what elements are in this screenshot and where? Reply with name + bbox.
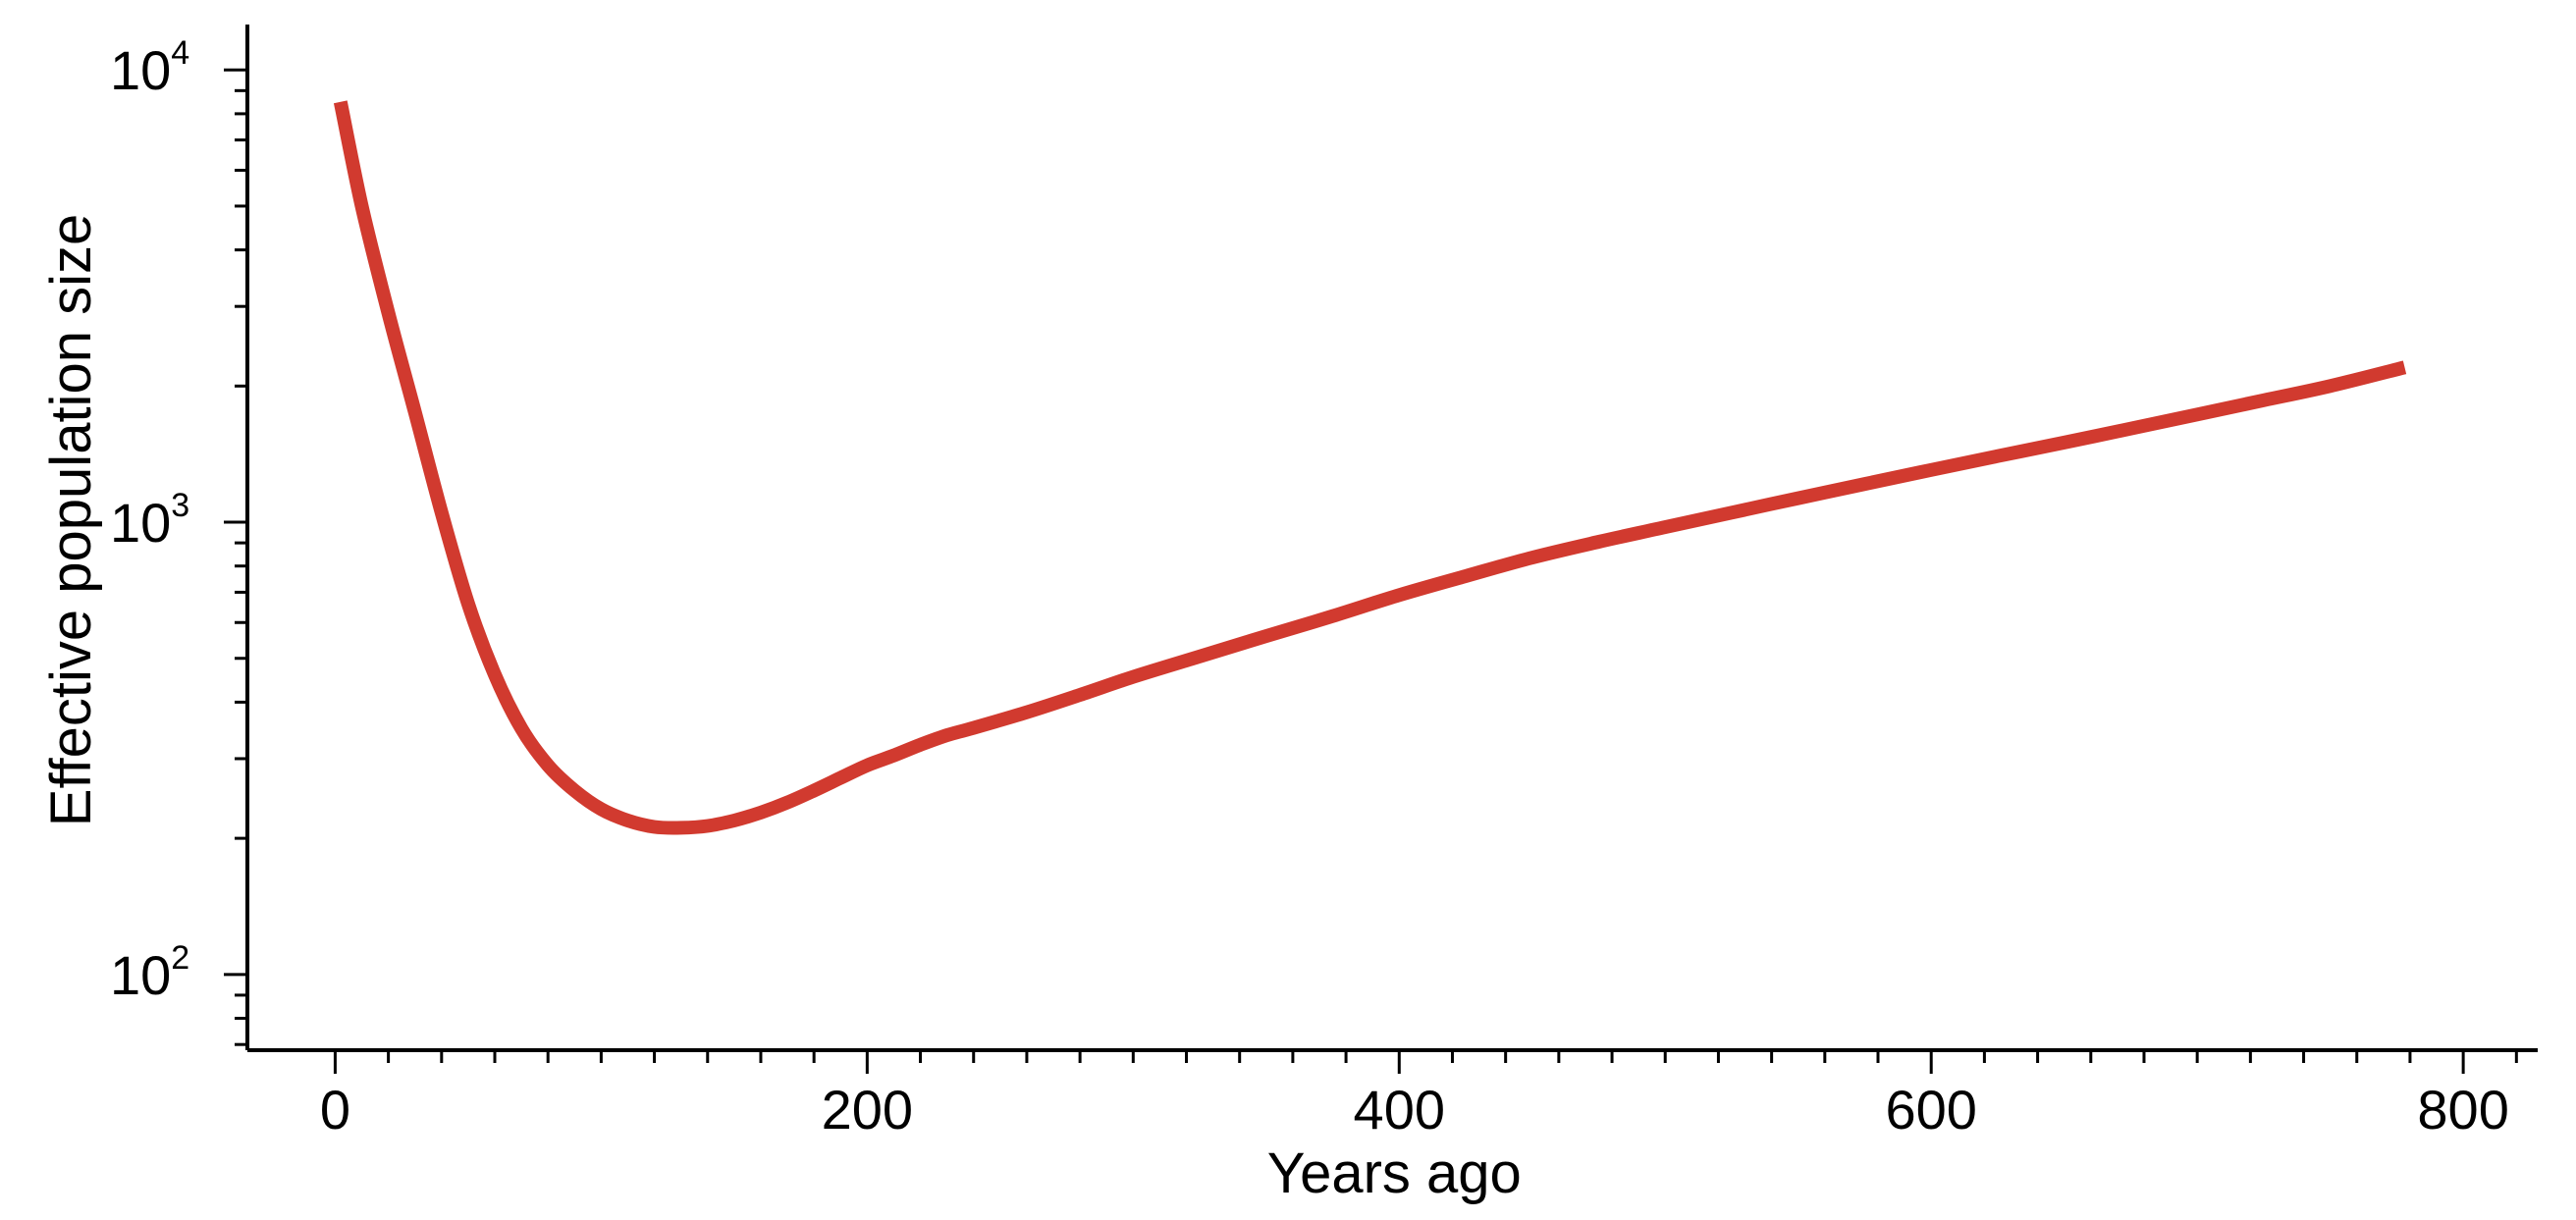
x-tick-label: 200 <box>822 1079 913 1140</box>
x-tick-label: 400 <box>1354 1079 1445 1140</box>
y-axis-ticks: 102 103 104 <box>110 34 247 1046</box>
x-tick-label: 800 <box>2417 1079 2508 1140</box>
data-lines <box>333 100 2407 835</box>
y-tick-label: 103 <box>110 487 189 554</box>
x-axis-ticks: 0 200 400 600 800 <box>320 1050 2518 1140</box>
x-axis-label: Years ago <box>1267 1141 1522 1205</box>
series-line <box>333 100 2407 835</box>
y-tick-label: 102 <box>110 939 189 1006</box>
axes <box>245 25 2538 1052</box>
x-tick-label: 0 <box>320 1079 350 1140</box>
y-axis-label: Effective population size <box>39 214 103 826</box>
x-tick-label: 600 <box>1885 1079 1976 1140</box>
y-tick-label: 104 <box>110 34 189 101</box>
